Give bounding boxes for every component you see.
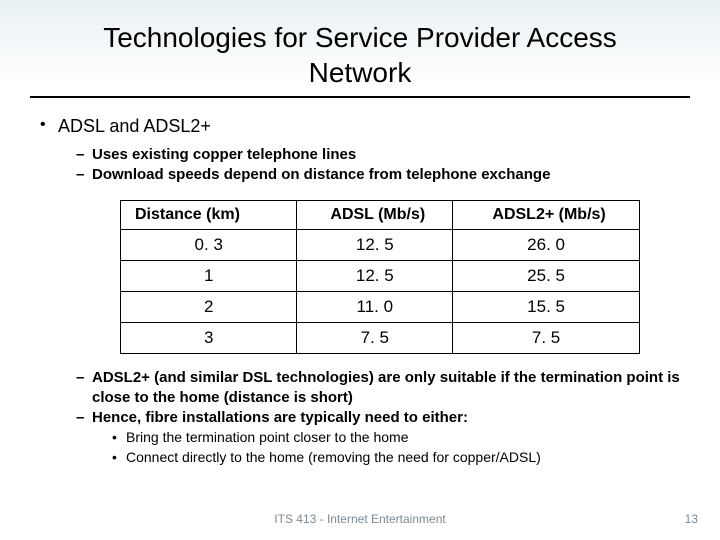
bullet-sub4b: • Connect directly to the home (removing… — [112, 448, 690, 468]
bullet-sub4: – Hence, fibre installations are typical… — [76, 408, 690, 428]
table-header-row: Distance (km) ADSL (Mb/s) ADSL2+ (Mb/s) — [121, 200, 640, 229]
slide-footer: ITS 413 - Internet Entertainment — [0, 512, 720, 526]
table-cell: 7. 5 — [297, 322, 453, 353]
bullet-sub1: – Uses existing copper telephone lines — [76, 145, 690, 165]
table-cell: 15. 5 — [453, 291, 640, 322]
table-cell: 3 — [121, 322, 297, 353]
slide: Technologies for Service Provider Access… — [0, 0, 720, 540]
dash-marker: – — [76, 165, 92, 185]
bullet-sub1-text: Uses existing copper telephone lines — [92, 145, 356, 165]
bullet-sub3: – ADSL2+ (and similar DSL technologies) … — [76, 368, 690, 409]
bullet-sub3-text: ADSL2+ (and similar DSL technologies) ar… — [92, 368, 690, 409]
col-distance: Distance (km) — [121, 200, 297, 229]
page-number: 13 — [685, 512, 698, 526]
bullet-sub2-text: Download speeds depend on distance from … — [92, 165, 550, 185]
speed-table-wrap: Distance (km) ADSL (Mb/s) ADSL2+ (Mb/s) … — [120, 200, 640, 354]
col-adsl2plus: ADSL2+ (Mb/s) — [453, 200, 640, 229]
table-cell: 26. 0 — [453, 229, 640, 260]
bullet-sub4a-text: Bring the termination point closer to th… — [126, 428, 409, 448]
table-row: 3 7. 5 7. 5 — [121, 322, 640, 353]
col-adsl: ADSL (Mb/s) — [297, 200, 453, 229]
table-row: 0. 3 12. 5 26. 0 — [121, 229, 640, 260]
table-cell: 1 — [121, 260, 297, 291]
table-cell: 12. 5 — [297, 260, 453, 291]
table-row: 1 12. 5 25. 5 — [121, 260, 640, 291]
table-cell: 2 — [121, 291, 297, 322]
table-cell: 0. 3 — [121, 229, 297, 260]
bullet-sub2: – Download speeds depend on distance fro… — [76, 165, 690, 185]
speed-table: Distance (km) ADSL (Mb/s) ADSL2+ (Mb/s) … — [120, 200, 640, 354]
dot-marker: • — [112, 428, 126, 448]
dash-marker: – — [76, 145, 92, 165]
bullet-sub4b-text: Connect directly to the home (removing t… — [126, 448, 541, 468]
bullet-sub4-text: Hence, fibre installations are typically… — [92, 408, 468, 428]
dot-marker: • — [112, 448, 126, 468]
slide-content: • ADSL and ADSL2+ – Uses existing copper… — [30, 116, 690, 467]
table-cell: 11. 0 — [297, 291, 453, 322]
table-cell: 7. 5 — [453, 322, 640, 353]
slide-title: Technologies for Service Provider Access… — [30, 20, 690, 98]
table-cell: 25. 5 — [453, 260, 640, 291]
table-row: 2 11. 0 15. 5 — [121, 291, 640, 322]
bullet-sub4a: • Bring the termination point closer to … — [112, 428, 690, 448]
bullet-heading: • ADSL and ADSL2+ — [40, 116, 690, 137]
bullet-heading-text: ADSL and ADSL2+ — [58, 116, 211, 137]
bullet-marker: • — [40, 116, 58, 137]
dash-marker: – — [76, 368, 92, 409]
table-cell: 12. 5 — [297, 229, 453, 260]
dash-marker: – — [76, 408, 92, 428]
